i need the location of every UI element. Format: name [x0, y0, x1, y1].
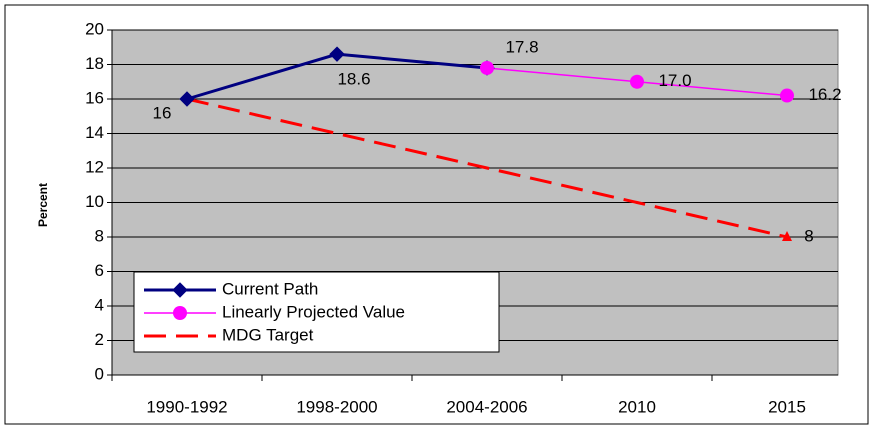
legend-label: Current Path: [222, 279, 318, 298]
legend-marker: [173, 306, 187, 320]
data-point: [179, 91, 195, 107]
y-tick-label: 12: [85, 157, 104, 176]
series-line: [186, 97, 788, 239]
data-label: 17.8: [505, 37, 538, 56]
x-tick-label: 1998-2000: [296, 397, 377, 416]
legend-label: Linearly Projected Value: [222, 302, 405, 321]
y-tick-label: 6: [95, 261, 104, 280]
y-tick-label: 18: [85, 54, 104, 73]
x-tick-label: 2010: [618, 397, 656, 416]
legend-label: MDG Target: [222, 325, 314, 344]
data-point: [480, 60, 494, 75]
data-point: [329, 46, 345, 62]
legend: Current Path Linearly Projected Value MDG …: [133, 271, 500, 353]
data-label: 17.0: [658, 71, 691, 90]
y-tick-label: 0: [95, 364, 104, 383]
y-tick-label: 2: [95, 330, 104, 349]
y-tick-label: 16: [85, 88, 104, 107]
data-point: [780, 88, 794, 103]
y-tick-label: 8: [95, 226, 104, 245]
y-axis-title: Percent: [36, 183, 50, 227]
x-tick-label: 2015: [768, 397, 806, 416]
x-tick-label: 1990-1992: [146, 397, 227, 416]
data-label: 8: [804, 226, 813, 245]
data-label: 18.6: [337, 70, 370, 89]
data-point: [782, 231, 792, 241]
data-point: [630, 74, 644, 89]
x-tick-label: 2004-2006: [446, 397, 527, 416]
data-label: 16: [153, 103, 172, 122]
legend-marker: [172, 282, 188, 298]
data-label: 16.2: [808, 85, 841, 104]
y-tick-label: 10: [85, 192, 104, 211]
y-tick-label: 20: [85, 19, 104, 38]
legend-box: [133, 271, 500, 353]
y-tick-label: 14: [85, 123, 104, 142]
y-tick-label: 4: [95, 295, 104, 314]
